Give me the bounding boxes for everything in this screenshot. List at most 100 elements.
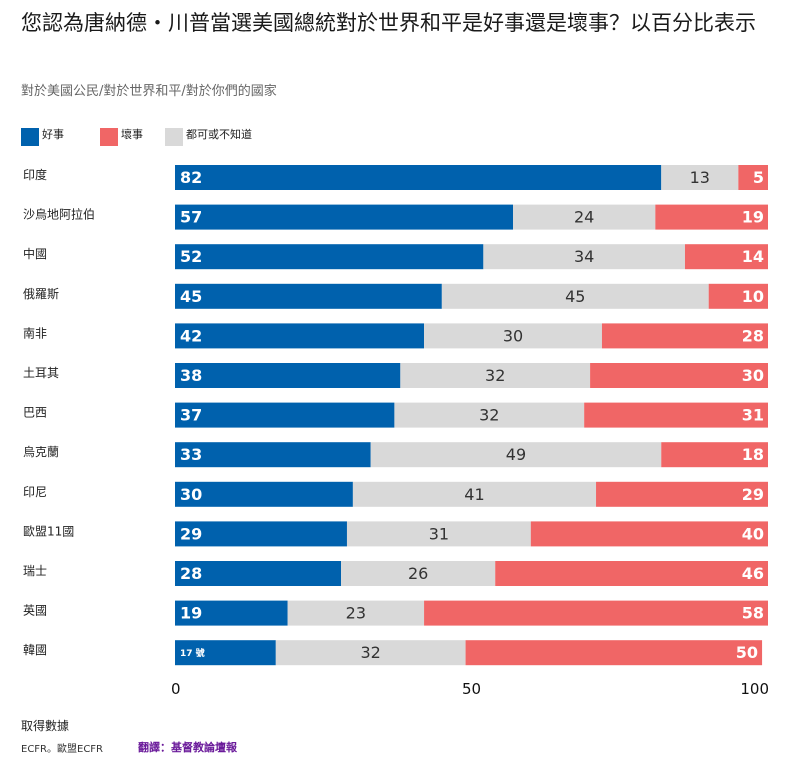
category-label: 印度 (23, 167, 47, 182)
bar-segment (708, 283, 768, 309)
bar-segment (513, 204, 656, 230)
legend-label-bad: 壞事 (121, 128, 143, 141)
bar-segment (661, 442, 768, 468)
data-label: 57 (180, 208, 202, 227)
bar-segment (175, 561, 342, 586)
bar-segment (465, 640, 763, 666)
x-tick-label: 50 (462, 680, 481, 698)
bar-segment (346, 521, 531, 547)
data-label: 42 (180, 326, 202, 345)
bar-segment (370, 442, 662, 468)
bar-segment (596, 481, 768, 507)
category-label: 土耳其 (23, 366, 59, 380)
x-tick-label: 0 (171, 680, 181, 698)
category-label: 印尼 (23, 485, 47, 499)
data-label: 34 (574, 247, 594, 266)
data-label: 24 (574, 208, 594, 227)
data-label: 38 (180, 366, 202, 385)
bar-segment (287, 600, 425, 626)
data-label: 18 (742, 445, 764, 464)
category-label: 烏克蘭 (23, 445, 59, 459)
data-label: 19 (180, 604, 202, 623)
data-label: 10 (742, 287, 764, 306)
data-label: 17 號 (180, 647, 205, 659)
category-label: 南非 (23, 325, 47, 340)
category-label: 中國 (23, 246, 47, 261)
source-title: 取得數據 (21, 719, 70, 733)
bar-segment (175, 521, 347, 547)
legend-label-good: 好事 (42, 128, 64, 141)
bar-segment (275, 640, 466, 666)
bar-segment (590, 363, 768, 388)
bar-segment (738, 165, 768, 190)
category-label: 瑞士 (23, 564, 47, 578)
legend-label-neutral: 都可或不知道 (186, 128, 252, 141)
bar-segment (483, 244, 685, 270)
category-label: 沙烏地阿拉伯 (23, 207, 95, 222)
bar-segment (175, 244, 484, 270)
data-label: 41 (464, 485, 484, 504)
bar-segment (530, 521, 768, 547)
bar-segment (175, 402, 395, 428)
bar-segment (175, 165, 662, 190)
data-label: 32 (479, 406, 499, 425)
legend-swatch-bad (100, 128, 118, 146)
bar-segment (175, 600, 288, 626)
chart-title: 您認為唐納德・川普當選美國總統對於世界和平是好事還是壞事？以百分比表示 (21, 11, 756, 35)
bar-segment (175, 481, 353, 507)
bar-segment (400, 363, 591, 388)
x-tick-label: 100 (740, 680, 769, 698)
bar-segment (584, 402, 768, 428)
bar-segment (601, 323, 768, 349)
bar-segment (424, 323, 602, 349)
data-label: 45 (565, 287, 585, 306)
data-label: 37 (180, 406, 202, 425)
data-label: 14 (742, 247, 764, 266)
bar-segment (661, 165, 739, 190)
bar-segment (655, 204, 768, 230)
legend-swatch-good (21, 128, 39, 146)
bar-segment (352, 481, 597, 507)
bar-segment (441, 283, 709, 309)
bar-segment (684, 244, 768, 270)
data-label: 28 (742, 326, 764, 345)
category-label: 俄羅斯 (23, 287, 59, 301)
data-label: 29 (742, 485, 764, 504)
data-label: 82 (180, 168, 202, 187)
bar-segment (424, 600, 768, 626)
data-label: 29 (180, 524, 202, 543)
legend-swatch-neutral (165, 128, 183, 146)
data-label: 26 (408, 564, 428, 583)
data-label: 32 (485, 366, 505, 385)
data-label: 46 (742, 564, 764, 583)
bar-segment (175, 640, 276, 666)
bar-segment (175, 442, 371, 468)
bar-segment (341, 561, 496, 586)
bar-segment (394, 402, 585, 428)
category-label: 英國 (23, 604, 47, 618)
data-label: 50 (736, 643, 758, 662)
data-label: 30 (503, 326, 523, 345)
data-label: 31 (742, 406, 764, 425)
data-label: 33 (180, 445, 202, 464)
translation-credit: 翻譯：基督教論壇報 (138, 741, 237, 754)
data-label: 5 (753, 168, 764, 187)
data-label: 30 (742, 366, 764, 385)
data-label: 32 (361, 643, 381, 662)
bar-segment (495, 561, 768, 586)
data-label: 31 (429, 524, 449, 543)
bar-segment (175, 323, 425, 349)
data-label: 58 (742, 604, 764, 623)
data-label: 49 (506, 445, 526, 464)
category-label: 韓國 (23, 643, 47, 657)
data-label: 40 (742, 524, 764, 543)
bar-segment (175, 283, 442, 309)
data-label: 28 (180, 564, 202, 583)
data-label: 23 (346, 604, 366, 623)
category-label: 巴西 (23, 406, 47, 420)
data-label: 13 (690, 168, 710, 187)
source-text: ECFR。歐盟ECFR (21, 744, 104, 755)
bar-segment (175, 204, 514, 230)
category-label: 歐盟11國 (23, 523, 74, 538)
